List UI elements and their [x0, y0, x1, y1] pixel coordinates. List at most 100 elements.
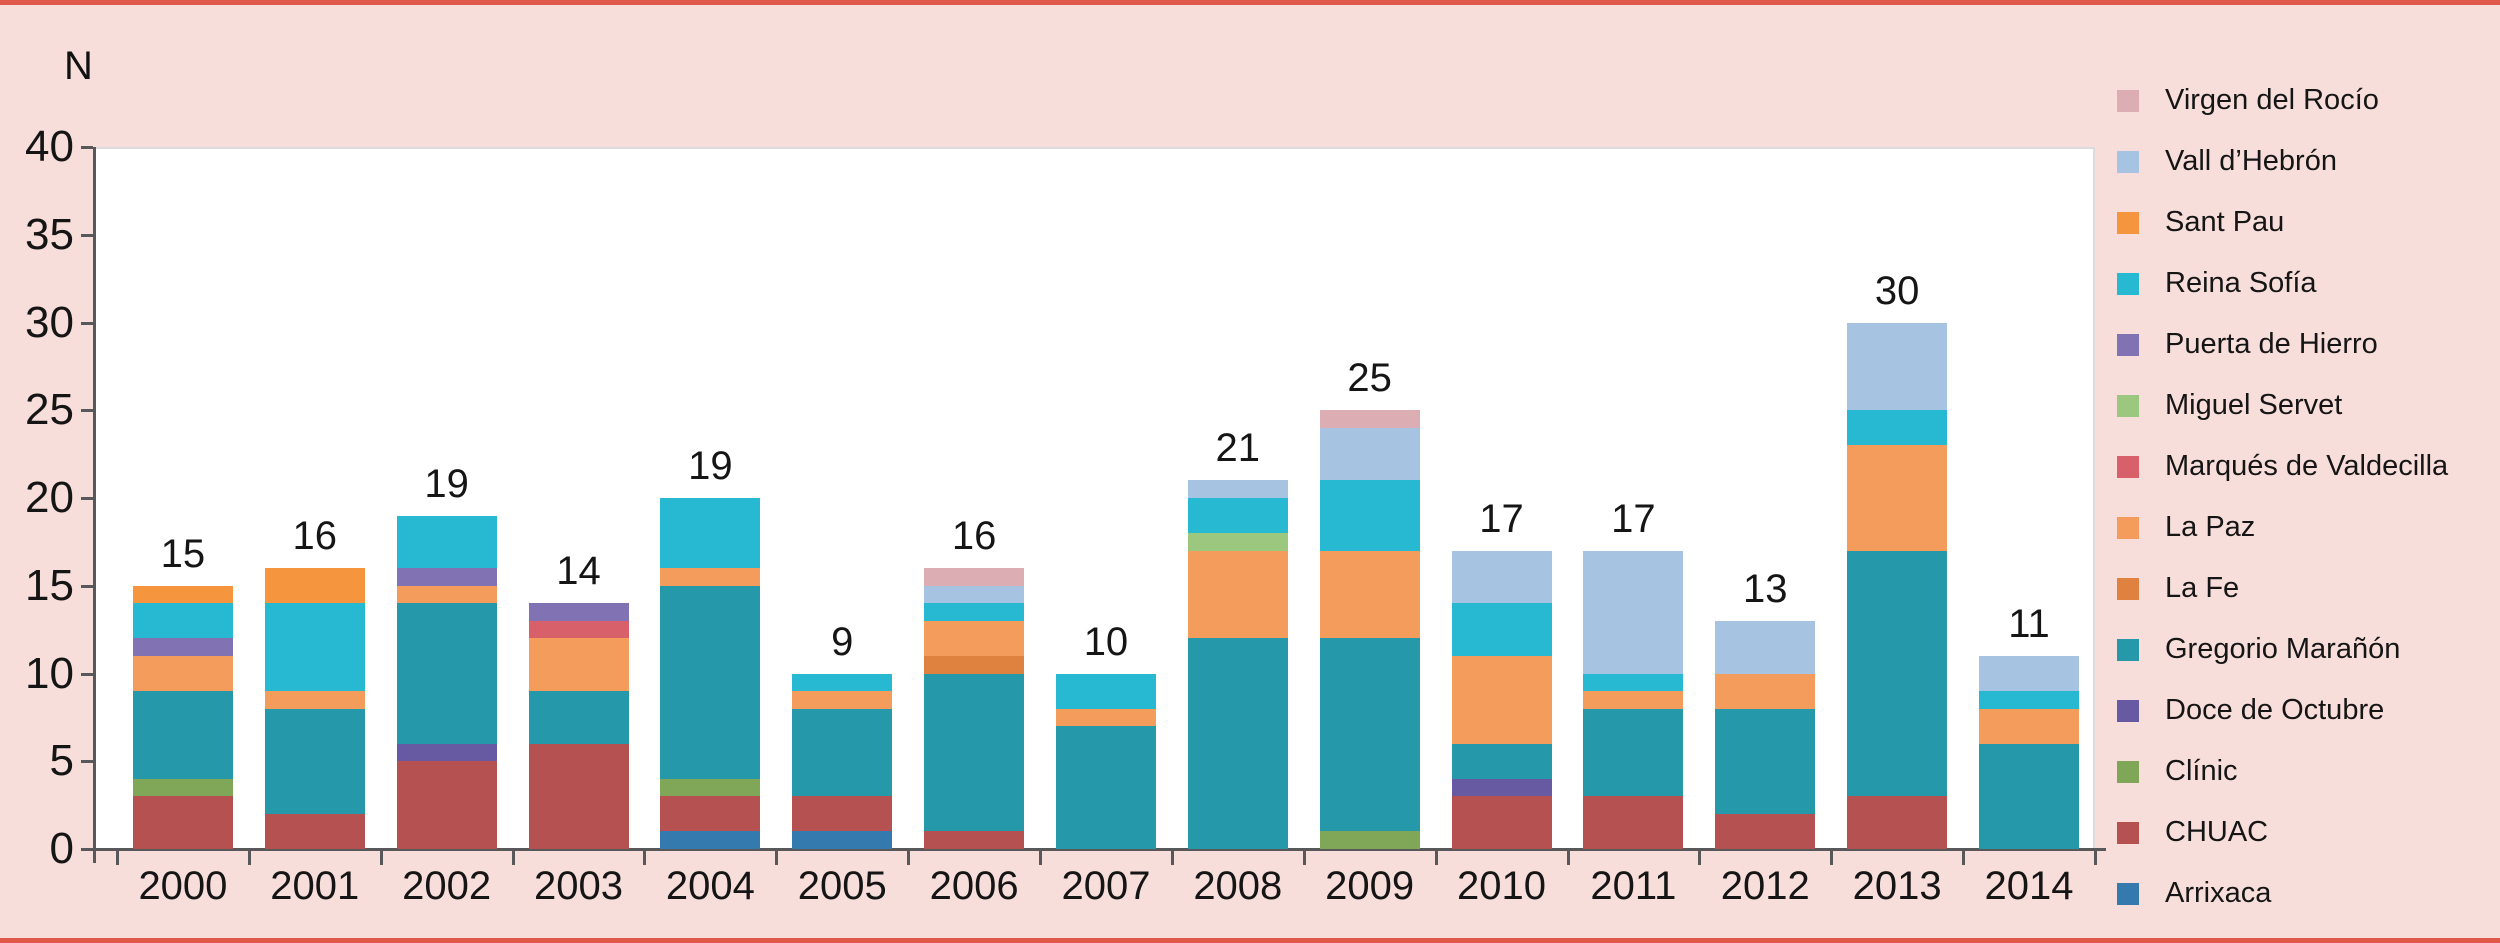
x-tick — [1830, 851, 1834, 865]
bar-segment — [1583, 673, 1684, 692]
bar-segment — [1055, 673, 1156, 709]
bar-total-label: 10 — [1083, 619, 1129, 664]
bar-segment — [924, 831, 1025, 849]
bars-container: 15 16 19 14 19 9 16 10 21 25 17 17 13 30 11 — [117, 147, 2095, 849]
bar-segment — [1187, 498, 1288, 534]
legend-item: CHUAC — [2117, 802, 2448, 863]
bar-total-label: 16 — [951, 514, 997, 559]
x-tick — [643, 851, 647, 865]
y-axis — [93, 147, 96, 863]
y-tick — [81, 321, 93, 325]
stacked-bar-2002 — [396, 515, 497, 849]
bar-segment — [924, 620, 1025, 656]
x-tick — [116, 851, 119, 865]
x-tick-label: 2014 — [1984, 864, 2074, 908]
stacked-bar-2000 — [132, 585, 233, 849]
stacked-bar-2006 — [924, 568, 1025, 849]
legend-item: Miguel Servet — [2117, 375, 2448, 436]
bar-segment — [792, 691, 893, 709]
legend-swatch-icon — [2117, 89, 2139, 112]
bar-group-2010: 17 — [1436, 147, 1568, 849]
bar-segment — [660, 568, 761, 586]
x-tick — [247, 851, 251, 865]
legend-label: Sant Pau — [2165, 206, 2285, 238]
legend-swatch-icon — [2117, 333, 2139, 356]
y-axis-title: N — [64, 44, 93, 88]
bar-segment — [1583, 708, 1684, 797]
bar-segment — [264, 813, 365, 849]
bar-total-label: 30 — [1874, 268, 1920, 313]
bar-segment — [1055, 726, 1156, 849]
legend-item: Gregorio Marañón — [2117, 619, 2448, 680]
x-tick-label: 2008 — [1193, 864, 1283, 908]
stacked-bar-2001 — [264, 568, 365, 849]
legend-label: Arrixaca — [2165, 877, 2272, 909]
legend-swatch-icon — [2117, 394, 2139, 417]
bar-total-label: 19 — [688, 444, 733, 488]
bar-segment — [1715, 673, 1816, 709]
x-tick — [1566, 851, 1570, 865]
bar-segment — [132, 585, 233, 604]
bar-segment — [792, 673, 893, 692]
y-tick — [81, 497, 93, 500]
bar-group-2014: 11 — [1963, 147, 2095, 849]
bar-segment — [132, 655, 233, 692]
legend-item: Arrixaca — [2117, 863, 2448, 924]
legend-swatch-icon — [2117, 882, 2139, 905]
x-tick — [1039, 851, 1043, 865]
legend-label: La Fe — [2165, 572, 2240, 604]
legend-swatch-icon — [2117, 516, 2139, 539]
legend-item: La Paz — [2117, 497, 2448, 558]
bar-segment — [132, 691, 233, 779]
legend-item: Marqués de Valdecilla — [2117, 436, 2448, 497]
y-tick-label: 5 — [49, 736, 74, 786]
bar-segment — [1847, 322, 1948, 411]
x-tick-label: 2002 — [402, 864, 492, 908]
bar-segment — [396, 743, 497, 762]
bar-segment — [924, 585, 1025, 604]
bar-group-2003: 14 — [513, 147, 645, 849]
x-tick — [2094, 851, 2097, 865]
bar-segment — [924, 673, 1025, 832]
bar-group-2006: 16 — [908, 147, 1040, 849]
bar-total-label: 17 — [1479, 496, 1524, 541]
bar-total-label: 15 — [160, 531, 206, 576]
bar-segment — [1715, 620, 1816, 674]
bar-segment — [1978, 655, 2079, 692]
bar-segment — [1847, 445, 1948, 551]
y-tick — [81, 848, 93, 851]
legend-item: La Fe — [2117, 558, 2448, 619]
stacked-bar-2007 — [1055, 673, 1156, 849]
bar-total-label: 19 — [424, 461, 469, 506]
bar-group-2005: 9 — [776, 147, 908, 849]
legend-item: Doce de Octubre — [2117, 680, 2448, 741]
bar-segment — [660, 778, 761, 797]
y-tick-label: 40 — [25, 122, 74, 171]
y-tick — [81, 409, 93, 413]
bar-segment — [1451, 550, 1552, 604]
bar-segment — [528, 620, 629, 639]
stacked-bar-2009 — [1319, 410, 1420, 849]
y-tick-label: 35 — [25, 209, 74, 259]
y-tick — [81, 584, 93, 588]
legend-label: Puerta de Hierro — [2165, 328, 2378, 360]
bar-segment — [1583, 796, 1684, 849]
bar-segment — [792, 831, 893, 849]
bar-segment — [924, 568, 1025, 586]
y-tick-label: 20 — [25, 473, 74, 522]
bar-segment — [660, 498, 761, 569]
bar-group-2012: 13 — [1699, 147, 1831, 849]
legend-label: Clínic — [2165, 755, 2238, 787]
y-tick-label: 10 — [25, 648, 74, 698]
legend-swatch-icon — [2117, 760, 2139, 783]
stacked-bar-2008 — [1187, 480, 1288, 849]
bar-segment — [1978, 708, 2079, 744]
x-tick-label: 2001 — [270, 864, 360, 908]
x-tick-label: 2007 — [1061, 864, 1151, 908]
legend-swatch-icon — [2117, 699, 2139, 722]
bar-segment — [1319, 831, 1420, 849]
x-tick-label: 2013 — [1852, 864, 1942, 908]
bar-segment — [264, 568, 365, 604]
bar-segment — [1847, 796, 1948, 849]
x-tick — [1698, 851, 1702, 865]
